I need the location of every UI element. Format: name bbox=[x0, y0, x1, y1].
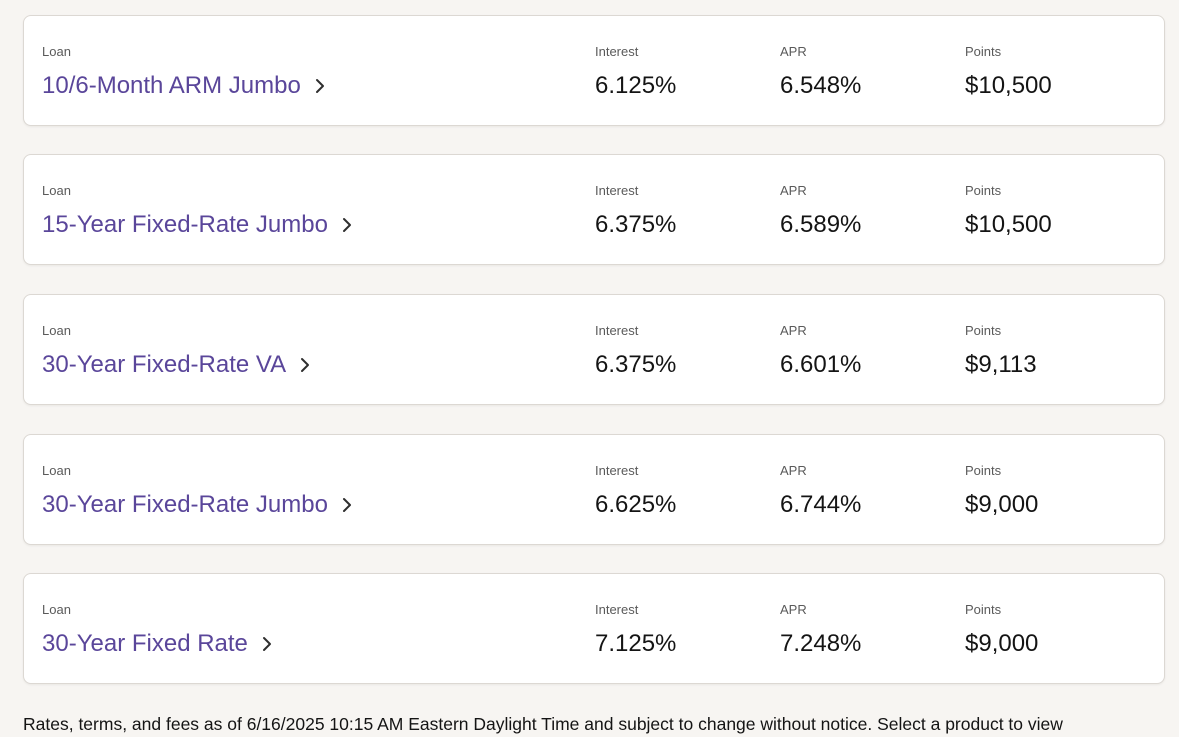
interest-value: 6.375% bbox=[595, 211, 677, 238]
points-column: Points $9,000 bbox=[965, 602, 1038, 659]
points-value: $9,113 bbox=[965, 351, 1037, 378]
loan-label: Loan bbox=[42, 183, 71, 198]
interest-value: 6.125% bbox=[595, 72, 677, 99]
apr-column: APR 7.248% bbox=[780, 602, 861, 659]
interest-column: Interest 6.375% bbox=[595, 183, 676, 240]
apr-value: 7.248% bbox=[780, 630, 862, 657]
interest-column: Interest 7.125% bbox=[595, 602, 676, 659]
loan-product-link[interactable]: 30-Year Fixed-Rate VA bbox=[42, 350, 312, 380]
apr-column: APR 6.589% bbox=[780, 183, 861, 240]
interest-value: 6.375% bbox=[595, 351, 677, 378]
loan-product-name: 15-Year Fixed-Rate Jumbo bbox=[42, 211, 328, 238]
interest-column: Interest 6.625% bbox=[595, 463, 676, 520]
points-label: Points bbox=[965, 602, 1002, 617]
points-column: Points $10,500 bbox=[965, 44, 1052, 101]
apr-value: 6.601% bbox=[780, 351, 862, 378]
apr-label: APR bbox=[780, 323, 807, 338]
loan-column: Loan 30-Year Fixed-Rate Jumbo bbox=[42, 463, 354, 520]
apr-value: 6.548% bbox=[780, 72, 862, 99]
interest-value: 6.625% bbox=[595, 491, 677, 518]
loan-product-name: 30-Year Fixed Rate bbox=[42, 630, 248, 657]
chevron-right-icon bbox=[301, 358, 310, 372]
chevron-right-icon bbox=[342, 498, 351, 512]
loan-product-name: 30-Year Fixed-Rate Jumbo bbox=[42, 491, 328, 518]
chevron-right-icon bbox=[342, 218, 351, 232]
points-label: Points bbox=[965, 44, 1002, 59]
points-value: $9,000 bbox=[965, 630, 1039, 657]
interest-value: 7.125% bbox=[595, 630, 677, 657]
points-label: Points bbox=[965, 323, 1002, 338]
apr-label: APR bbox=[780, 463, 807, 478]
points-column: Points $9,113 bbox=[965, 323, 1037, 380]
points-value: $10,500 bbox=[965, 72, 1052, 99]
loan-label: Loan bbox=[42, 323, 71, 338]
loan-product-name: 10/6-Month ARM Jumbo bbox=[42, 72, 301, 99]
apr-label: APR bbox=[780, 602, 807, 617]
interest-label: Interest bbox=[595, 44, 639, 59]
loan-product-name: 30-Year Fixed-Rate VA bbox=[42, 351, 287, 378]
apr-value: 6.589% bbox=[780, 211, 862, 238]
chevron-right-icon bbox=[262, 637, 271, 651]
rate-card: Loan 30-Year Fixed-Rate Jumbo Interest 6… bbox=[23, 434, 1165, 545]
loan-column: Loan 15-Year Fixed-Rate Jumbo bbox=[42, 183, 354, 240]
loan-column: Loan 10/6-Month ARM Jumbo bbox=[42, 44, 327, 101]
points-value: $10,500 bbox=[965, 211, 1052, 238]
loan-product-link[interactable]: 10/6-Month ARM Jumbo bbox=[42, 71, 327, 101]
loan-product-link[interactable]: 15-Year Fixed-Rate Jumbo bbox=[42, 210, 354, 240]
points-label: Points bbox=[965, 183, 1002, 198]
loan-label: Loan bbox=[42, 44, 71, 59]
interest-column: Interest 6.125% bbox=[595, 44, 676, 101]
points-column: Points $9,000 bbox=[965, 463, 1038, 520]
apr-column: APR 6.601% bbox=[780, 323, 861, 380]
points-label: Points bbox=[965, 463, 1002, 478]
loan-column: Loan 30-Year Fixed-Rate VA bbox=[42, 323, 312, 380]
apr-column: APR 6.548% bbox=[780, 44, 861, 101]
apr-column: APR 6.744% bbox=[780, 463, 861, 520]
chevron-right-icon bbox=[315, 79, 324, 93]
points-column: Points $10,500 bbox=[965, 183, 1052, 240]
interest-label: Interest bbox=[595, 602, 639, 617]
loan-product-link[interactable]: 30-Year Fixed Rate bbox=[42, 629, 274, 659]
points-value: $9,000 bbox=[965, 491, 1039, 518]
interest-label: Interest bbox=[595, 183, 639, 198]
interest-label: Interest bbox=[595, 463, 639, 478]
loan-column: Loan 30-Year Fixed Rate bbox=[42, 602, 274, 659]
loan-label: Loan bbox=[42, 602, 71, 617]
apr-label: APR bbox=[780, 44, 807, 59]
loan-label: Loan bbox=[42, 463, 71, 478]
interest-label: Interest bbox=[595, 323, 639, 338]
rate-card: Loan 30-Year Fixed-Rate VA Interest 6.37… bbox=[23, 294, 1165, 405]
rate-card: Loan 30-Year Fixed Rate Interest 7.125% … bbox=[23, 573, 1165, 684]
rate-card: Loan 10/6-Month ARM Jumbo Interest 6.125… bbox=[23, 15, 1165, 126]
rates-disclaimer: Rates, terms, and fees as of 6/16/2025 1… bbox=[23, 714, 1063, 734]
apr-value: 6.744% bbox=[780, 491, 862, 518]
rate-card: Loan 15-Year Fixed-Rate Jumbo Interest 6… bbox=[23, 154, 1165, 265]
interest-column: Interest 6.375% bbox=[595, 323, 676, 380]
loan-product-link[interactable]: 30-Year Fixed-Rate Jumbo bbox=[42, 490, 354, 520]
apr-label: APR bbox=[780, 183, 807, 198]
